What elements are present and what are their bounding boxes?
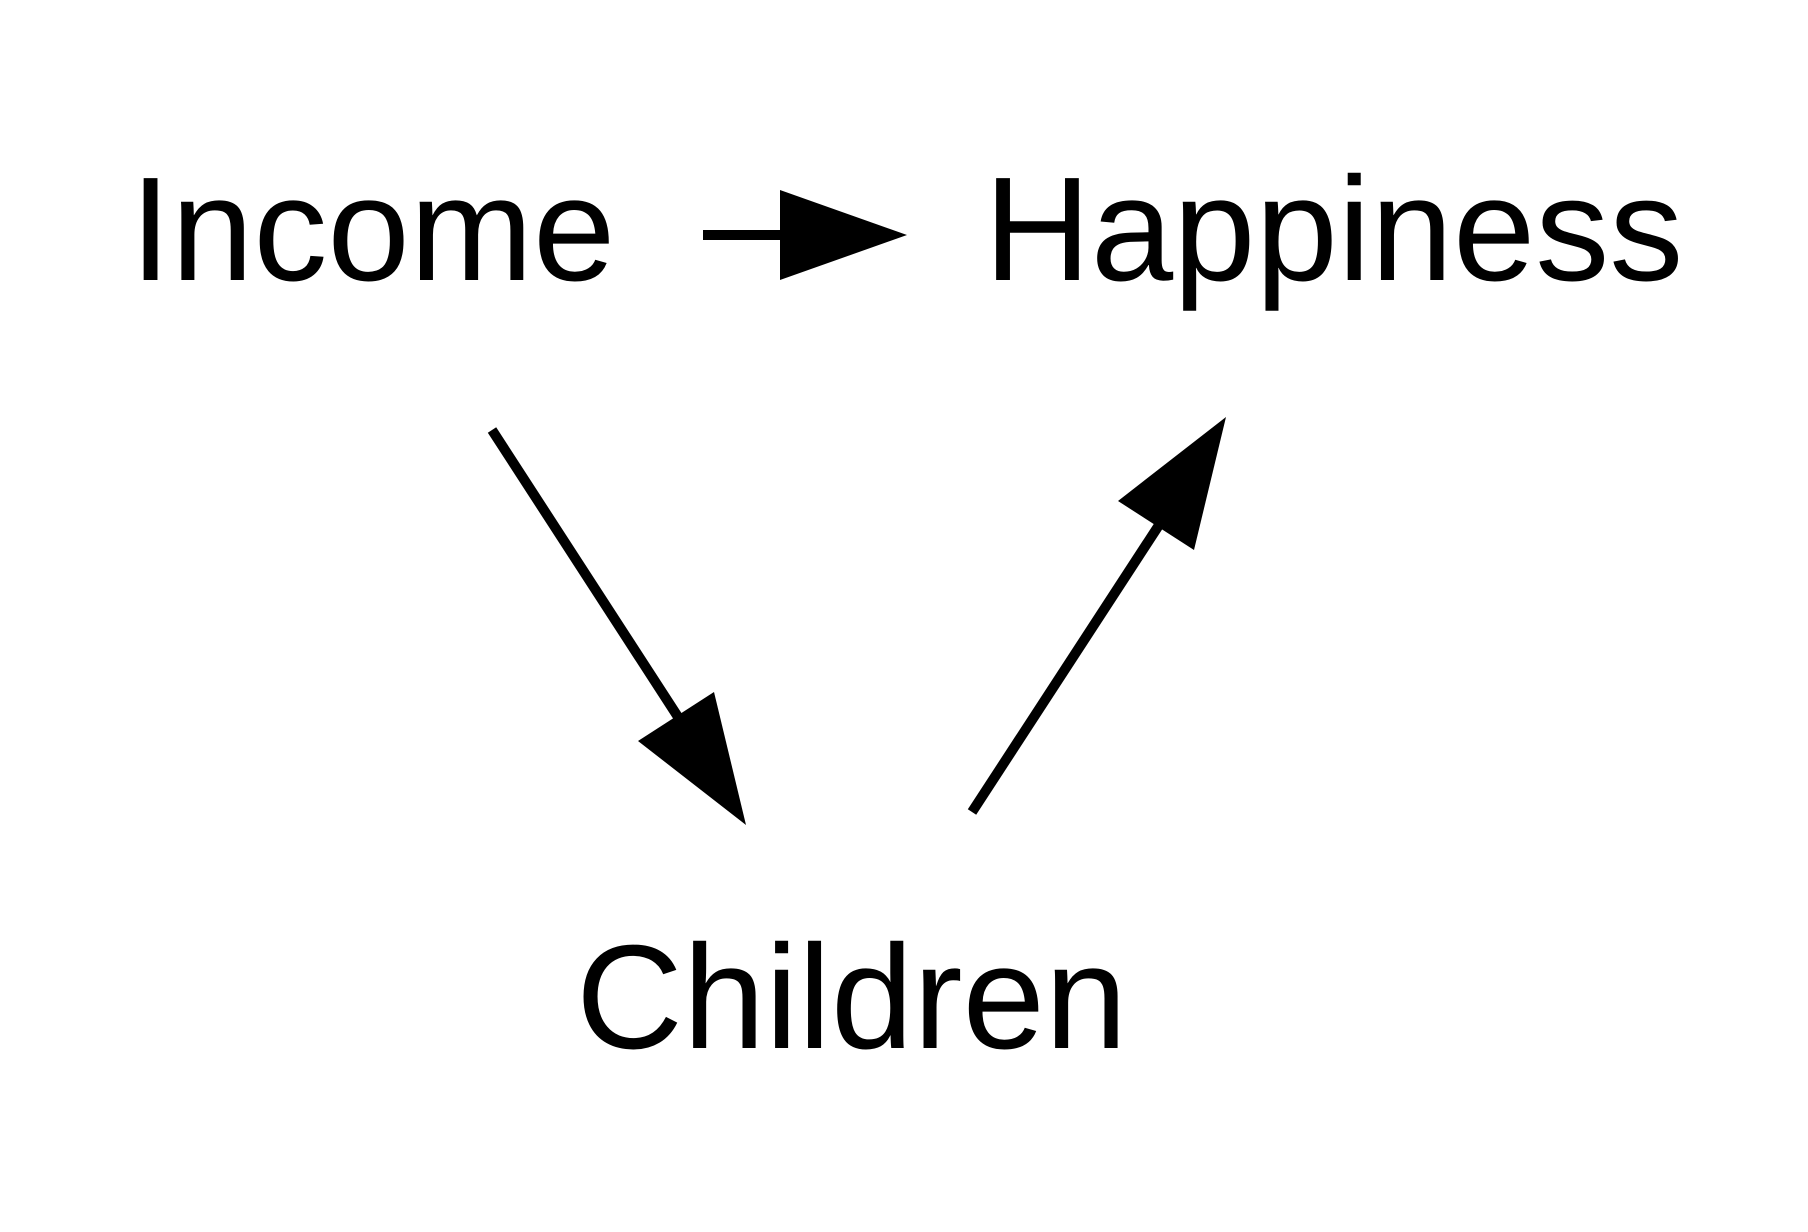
edge-children-to-happiness-arrowhead xyxy=(1118,417,1226,550)
edge-children-to-happiness-line xyxy=(967,519,1166,815)
edge-income-to-children xyxy=(487,427,746,825)
node-happiness: Happiness xyxy=(984,147,1683,312)
edge-income-to-children-arrowhead xyxy=(638,692,746,825)
node-children: Children xyxy=(576,915,1127,1080)
edge-children-to-happiness xyxy=(967,417,1226,815)
edge-income-to-happiness xyxy=(703,190,907,280)
node-income: Income xyxy=(130,147,615,312)
edge-income-to-happiness-arrowhead xyxy=(780,190,907,280)
edge-income-to-children-line xyxy=(487,427,685,723)
